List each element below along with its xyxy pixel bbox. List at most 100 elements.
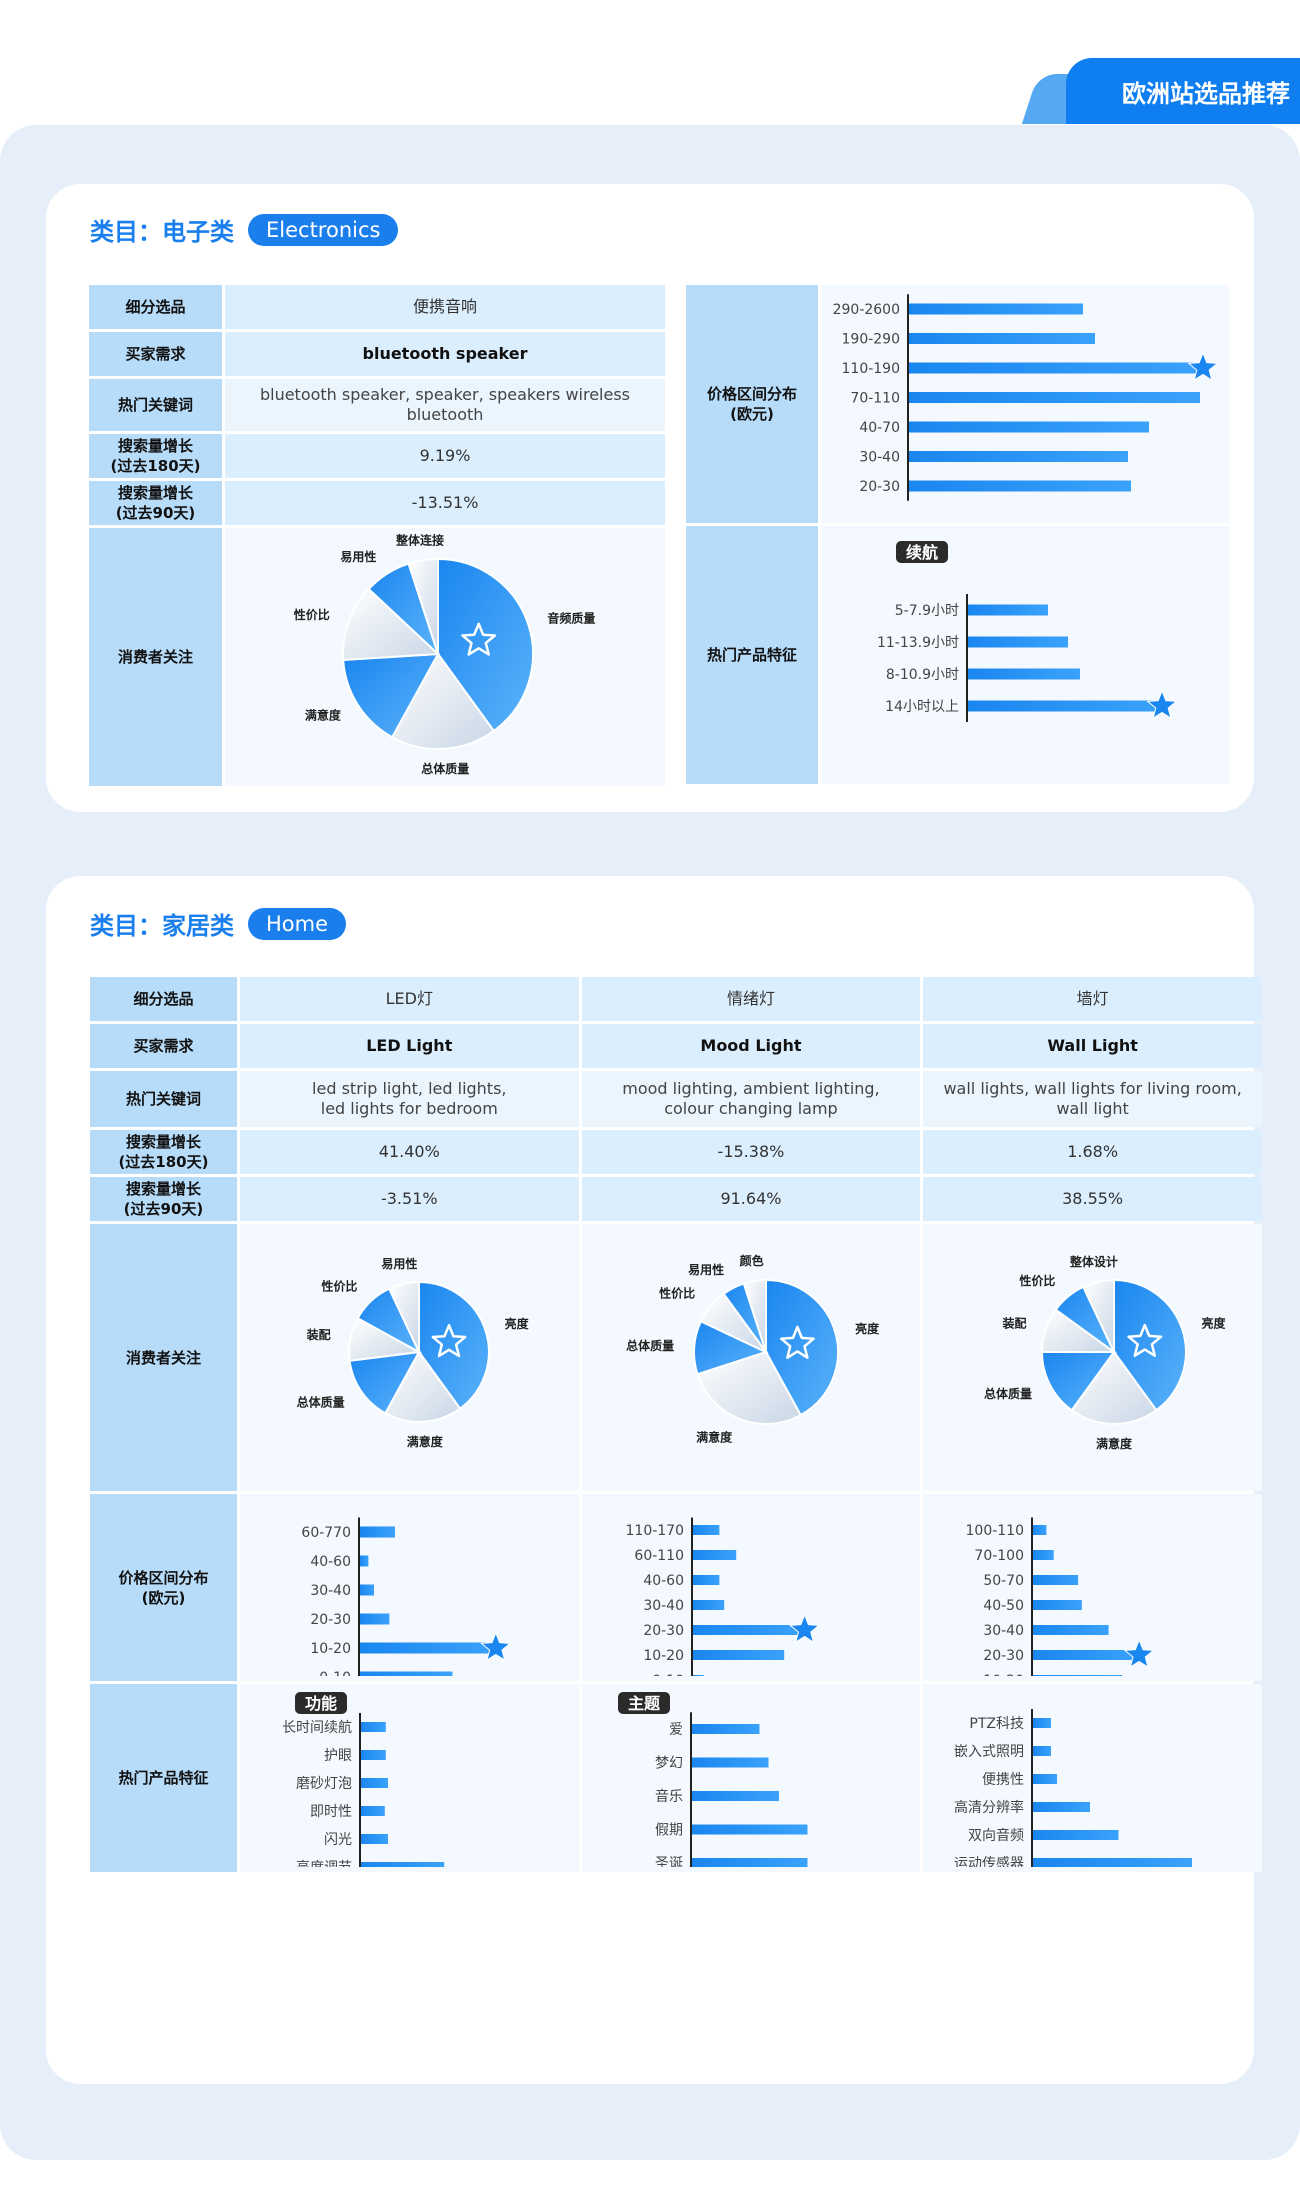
pie-label: 总体质量 (627, 1338, 675, 1353)
home-g90-0: -3.51% (239, 1177, 579, 1221)
tick-label: 圣诞 (655, 1856, 683, 1867)
tick-label: 0-10 (319, 1670, 351, 1676)
bar (968, 604, 1048, 616)
home-g180-1: -15.38% (581, 1130, 921, 1174)
star-icon (1187, 351, 1219, 382)
pie-slice (765, 1278, 840, 1417)
tick-label: 11-13.9小时 (877, 635, 959, 651)
tick-label: 双向音频 (968, 1827, 1024, 1844)
pie-slice (390, 652, 496, 750)
bar (692, 1724, 760, 1734)
price-bar-chart: 110-170 60-110 40-60 30-40 20-30 10-20 0-10 (626, 1517, 821, 1693)
tick-label: 110-170 (626, 1523, 685, 1539)
bar (1033, 1600, 1082, 1610)
bar (968, 668, 1080, 680)
bar (359, 1526, 395, 1538)
tick-label: 20-30 (859, 479, 900, 495)
tick-label: 60-770 (301, 1525, 351, 1541)
bar (1033, 1746, 1052, 1756)
tick-label: 70-110 (850, 391, 900, 407)
row-label-price: 价格区间分布 (欧元) (686, 285, 818, 523)
row-label-sub: 细分选品 (89, 285, 222, 329)
star-icon (1123, 1638, 1155, 1669)
star-icon (789, 1613, 821, 1644)
features-bar-chart: 续航 5-7.9小时 11-13.9小时 8-10.9小时 14小时以上 (877, 541, 1178, 722)
bar (1033, 1525, 1047, 1535)
pie-slice (387, 1280, 420, 1353)
row-label-buyer: 买家需求 (89, 332, 222, 376)
bar (360, 1862, 444, 1872)
feature-title: 主题 (628, 1694, 661, 1713)
row-label-keywords: 热门关键词 (90, 1071, 237, 1127)
bar (1033, 1858, 1193, 1868)
home-sub-1: 情绪灯 (581, 977, 921, 1021)
pie-slice (1113, 1278, 1188, 1412)
bar (693, 1575, 720, 1585)
bar (909, 480, 1131, 492)
row-label-features: 热门产品特征 (686, 526, 818, 784)
tick-label: 梦幻 (655, 1756, 683, 1772)
star-icon (1146, 689, 1178, 720)
pie-label: 易用性 (340, 549, 376, 564)
home-g180-2: 1.68% (923, 1130, 1262, 1174)
pie-slice (342, 587, 441, 662)
tick-label: 爱 (669, 1722, 683, 1738)
electronics-g90: -13.51% (225, 481, 665, 525)
pie-label: 总体质量 (296, 1395, 344, 1410)
bar (1033, 1675, 1123, 1685)
bar (693, 1650, 785, 1660)
tick-label: 40-60 (310, 1554, 351, 1570)
home-buyer-2: Wall Light (923, 1024, 1262, 1068)
pie-label: 亮度 (856, 1321, 881, 1336)
bar (693, 1625, 806, 1635)
row-label-g90: 搜索量增长 (过去90天) (89, 481, 222, 525)
tick-label: 5-7.9小时 (895, 603, 959, 619)
tick-label: 0-10 (653, 1673, 685, 1676)
star-icon (431, 1324, 467, 1358)
price-bar-chart: 290-2600 190-290 110-190 70-110 40-70 30-40 20… (833, 294, 1219, 501)
tick-label: 嵌入式照明 (954, 1744, 1024, 1760)
tick-label: 10-20 (310, 1641, 351, 1657)
pie-label: 总体质量 (421, 761, 469, 776)
pie-label: 易用性 (689, 1262, 725, 1277)
bar (693, 1675, 705, 1685)
bar (909, 303, 1083, 315)
bar (1033, 1575, 1079, 1585)
tick-label: 30-40 (859, 450, 900, 466)
pie-label: 亮度 (504, 1316, 529, 1331)
pie-slice (742, 1278, 768, 1353)
tick-label: 100-110 (966, 1523, 1025, 1539)
star-icon (479, 1631, 512, 1662)
pie-label: 满意度 (305, 708, 342, 723)
feature-title-tag: 主题 (618, 1692, 671, 1714)
pie-label: 亮度 (1202, 1316, 1227, 1331)
pie-label: 总体质量 (984, 1386, 1032, 1401)
bar (1033, 1650, 1140, 1660)
row-label-focus: 消费者关注 (89, 528, 222, 786)
star-icon (461, 622, 497, 656)
feature-title-tag: 续航 (896, 541, 948, 563)
category-title: 类目：家居类 (90, 912, 234, 940)
bar (1033, 1625, 1109, 1635)
tick-label: 30-40 (644, 1598, 685, 1614)
pie-label: 颜色 (740, 1253, 764, 1268)
home-sub-2: 墙灯 (923, 977, 1262, 1021)
row-label-buyer: 买家需求 (90, 1024, 237, 1068)
pie-label: 装配 (1002, 1316, 1027, 1331)
tick-label: 闪光 (324, 1832, 352, 1848)
home-table: 细分选品 LED灯 情绪灯 墙灯 买家需求 LED Light Mood Lig… (87, 974, 1265, 1914)
tick-label: 30-40 (310, 1583, 351, 1599)
pie-slice (1041, 1351, 1117, 1412)
electronics-keywords: bluetooth speaker, speaker, speakers wir… (225, 379, 665, 431)
bar (1033, 1550, 1054, 1560)
bar (692, 1757, 769, 1768)
features-bar-chart: 主题爱梦幻音乐假期圣诞空间 (618, 1692, 854, 1914)
bar (909, 392, 1200, 403)
bar (359, 1642, 496, 1654)
bar (909, 451, 1128, 462)
pie-label: 整体设计 (1069, 1254, 1118, 1269)
row-label-g90: 搜索量增长 (过去90天) (90, 1177, 237, 1221)
region-badge-label: 欧洲站选品推荐 (1066, 58, 1300, 124)
